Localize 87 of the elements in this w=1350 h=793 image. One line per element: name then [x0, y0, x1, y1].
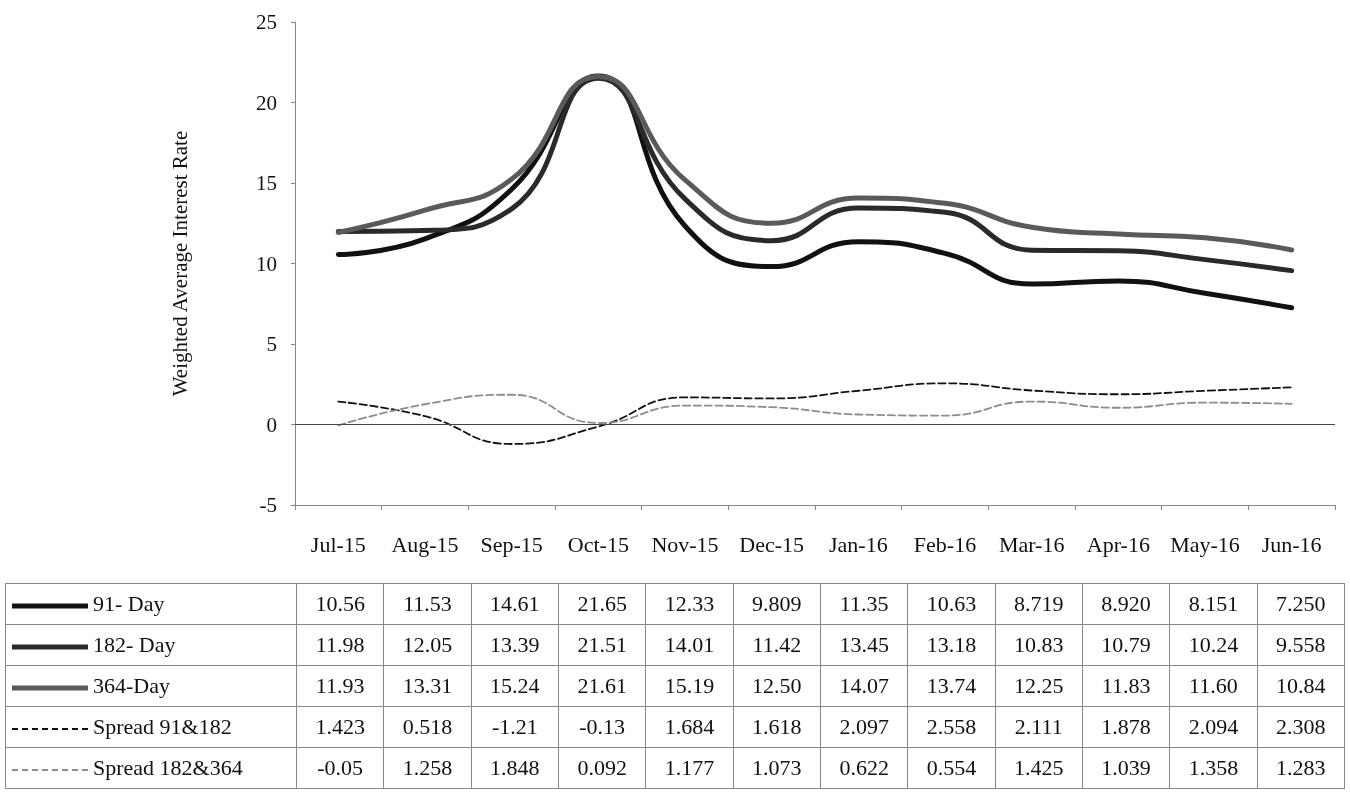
data-label: 0.554	[907, 747, 996, 789]
data-label: 12.25	[995, 665, 1083, 707]
data-label: 11.35	[820, 583, 908, 625]
legend-label: 91- Day	[93, 591, 165, 616]
data-label: 1.258	[383, 747, 472, 789]
x-tick-label: Nov-15	[651, 531, 719, 557]
x-tick-label: Jan-16	[829, 531, 888, 557]
x-tick-label: Oct-15	[567, 531, 629, 557]
legend-label: Spread 182&364	[93, 755, 243, 780]
data-label: 11.42	[733, 624, 821, 666]
data-label: 11.93	[296, 665, 384, 707]
y-tick-label: 10	[256, 251, 277, 276]
legend-label: 364-Day	[93, 673, 170, 698]
data-label: 12.50	[733, 665, 821, 707]
data-label: 1.618	[733, 706, 821, 748]
data-label: 2.097	[820, 706, 908, 748]
data-label: 12.05	[383, 624, 472, 666]
data-label: 11.98	[296, 624, 384, 666]
data-label: 15.24	[471, 665, 559, 707]
data-label: 21.65	[558, 583, 646, 625]
y-tick-label: 5	[266, 332, 277, 356]
data-label: 9.809	[733, 583, 821, 625]
data-label: 1.878	[1082, 706, 1170, 748]
data-label: 10.79	[1082, 624, 1170, 666]
data-label: 8.920	[1082, 583, 1170, 625]
line-series	[337, 393, 1293, 427]
data-label: 0.518	[383, 706, 472, 748]
data-label: 1.177	[645, 747, 734, 789]
line-series	[337, 382, 1293, 445]
y-axis-title: Weighted Average Interest Rate	[167, 130, 192, 397]
data-label: 1.684	[645, 706, 734, 748]
data-label: 1.425	[995, 747, 1083, 789]
data-label: 11.83	[1082, 665, 1170, 707]
x-tick-label: Aug-15	[391, 531, 459, 557]
data-label: 12.33	[645, 583, 734, 625]
data-label: 21.61	[558, 665, 646, 707]
y-tick-label: 15	[256, 171, 277, 195]
data-label: -1.21	[471, 706, 559, 748]
x-tick-label: Apr-16	[1086, 531, 1150, 557]
y-tick-label: 25	[256, 10, 277, 34]
data-label: 13.45	[820, 624, 908, 666]
data-label: 10.56	[296, 583, 384, 625]
data-label: 2.558	[907, 706, 996, 748]
data-label: 14.07	[820, 665, 908, 707]
data-label: 9.558	[1257, 624, 1345, 666]
data-label: 13.31	[383, 665, 472, 707]
data-label: 15.19	[645, 665, 734, 707]
data-label: 0.092	[558, 747, 646, 789]
data-label: 8.719	[995, 583, 1083, 625]
legend-label: 182- Day	[93, 632, 176, 657]
x-tick-label: May-16	[1170, 531, 1240, 557]
y-tick-label: -5	[259, 493, 277, 517]
data-label: 7.250	[1257, 583, 1345, 625]
data-label: 10.24	[1169, 624, 1258, 666]
x-tick-label: Jul-15	[310, 531, 366, 557]
data-label: 13.18	[907, 624, 996, 666]
data-label: 1.283	[1257, 747, 1345, 789]
data-label: 1.039	[1082, 747, 1170, 789]
data-label: 11.60	[1169, 665, 1258, 707]
data-label: 21.51	[558, 624, 646, 666]
data-label: 0.622	[820, 747, 908, 789]
x-tick-label: Sep-15	[480, 531, 543, 557]
data-label: 11.53	[383, 583, 472, 625]
data-label: 2.111	[995, 706, 1083, 748]
data-label: 14.01	[645, 624, 734, 666]
data-label: 1.073	[733, 747, 821, 789]
x-tick-label: Dec-15	[739, 531, 805, 557]
data-label: 10.84	[1257, 665, 1345, 707]
data-label: 1.848	[471, 747, 559, 789]
data-label: 13.39	[471, 624, 559, 666]
x-tick-label: Feb-16	[913, 531, 977, 557]
x-tick-label: Mar-16	[998, 531, 1065, 557]
data-label: 2.094	[1169, 706, 1258, 748]
y-tick-label: 0	[266, 412, 277, 437]
x-tick-label: Jun-16	[1261, 531, 1322, 557]
data-label: 8.151	[1169, 583, 1258, 625]
y-tick-label: 20	[256, 90, 277, 115]
data-label: 2.308	[1257, 706, 1345, 748]
data-label: 14.61	[471, 583, 559, 625]
data-label: 1.423	[296, 706, 384, 748]
data-label: 10.63	[907, 583, 996, 625]
legend-label: Spread 91&182	[93, 714, 232, 739]
data-label: -0.13	[558, 706, 646, 748]
data-label: 1.358	[1169, 747, 1258, 789]
data-label: 13.74	[907, 665, 996, 707]
data-label: 10.83	[995, 624, 1083, 666]
data-label: -0.05	[296, 747, 384, 789]
